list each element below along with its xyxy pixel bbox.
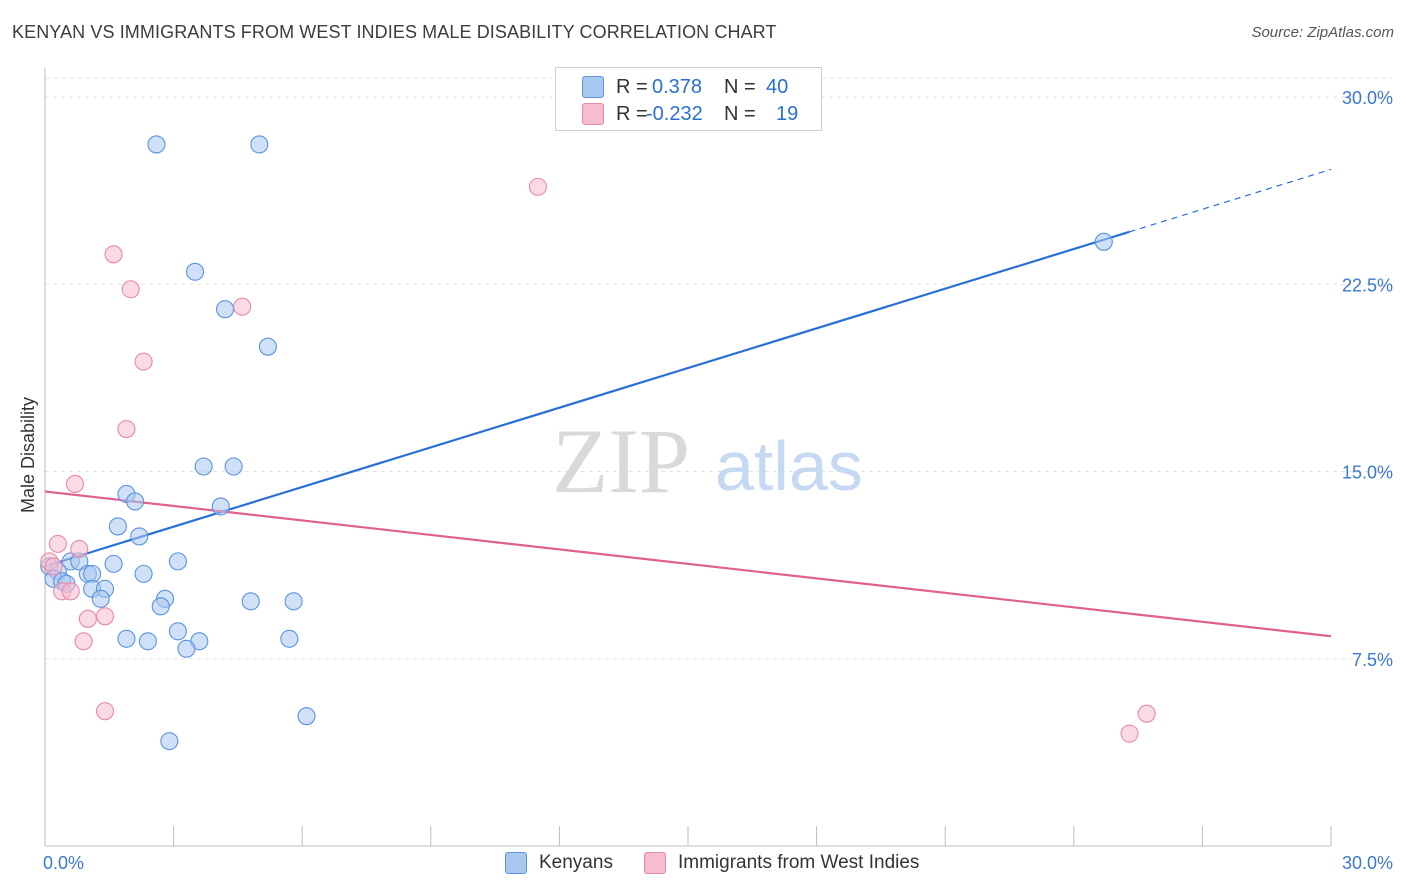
kenyan-point	[160, 732, 179, 751]
trend-line-1	[44, 490, 1332, 638]
kenyan-point	[297, 707, 316, 726]
west-indies-point	[528, 177, 548, 196]
west-indies-point	[48, 534, 67, 553]
kenyan-point	[258, 337, 277, 356]
legend-row-west-indies: R = -0.232 N = 19	[582, 101, 798, 127]
kenyan-point	[241, 592, 260, 611]
bottom-label-west-indies: Immigrants from West Indies	[678, 852, 920, 873]
stats-legend: R = 0.378 N = 40 R = -0.232 N = 19	[555, 67, 822, 131]
kenyan-point	[134, 564, 153, 583]
watermark-zip: ZIP	[552, 410, 690, 512]
y-axis-title: Male Disability	[18, 397, 38, 513]
kenyan-point	[108, 517, 127, 536]
west-indies-point	[1120, 724, 1139, 743]
kenyan-point	[250, 135, 269, 154]
y-tick-label: 22.5%	[1342, 275, 1393, 295]
kenyan-point	[125, 492, 145, 511]
tick-labels: 7.5% 15.0% 22.5% 30.0% 0.0% 30.0%	[43, 88, 1393, 873]
west-indies-point	[95, 607, 115, 626]
kenyan-point	[117, 629, 136, 648]
bottom-legend-kenyans: Kenyans	[505, 852, 613, 874]
data-points	[40, 135, 1156, 751]
kenyan-point	[1094, 232, 1113, 251]
chart-title: KENYAN VS IMMIGRANTS FROM WEST INDIES MA…	[12, 22, 777, 42]
y-tick-label: 15.0%	[1342, 463, 1393, 483]
kenyan-point	[284, 592, 303, 611]
kenyan-point	[185, 262, 205, 281]
west-indies-point	[44, 557, 63, 576]
grid-lines	[45, 77, 1392, 660]
west-indies-point	[78, 609, 97, 628]
y-tick-label: 7.5%	[1352, 650, 1393, 670]
n-value: 40	[766, 75, 789, 98]
west-indies-point	[95, 702, 115, 721]
n-value: 19	[776, 102, 799, 125]
kenyan-point	[211, 497, 230, 516]
watermark: ZIP atlas	[552, 410, 863, 512]
kenyan-point	[104, 554, 123, 573]
kenyan-point	[147, 135, 166, 154]
legend-swatch-kenyans	[582, 76, 604, 98]
bottom-label-kenyans: Kenyans	[539, 852, 613, 873]
n-label: N =	[724, 102, 756, 125]
legend-swatch-west-indies	[582, 103, 604, 125]
source-label: Source: ZipAtlas.com	[1251, 24, 1394, 41]
kenyan-point	[151, 597, 170, 616]
watermark-atlas: atlas	[715, 427, 863, 505]
y-tick-label: 30.0%	[1342, 88, 1393, 108]
kenyan-point	[168, 622, 187, 641]
kenyan-point	[194, 457, 213, 476]
r-value: -0.232	[646, 102, 703, 125]
kenyan-point	[177, 639, 196, 658]
x-tick-label-max: 30.0%	[1342, 853, 1393, 873]
kenyan-point	[91, 589, 110, 608]
kenyan-point	[224, 457, 243, 476]
west-indies-point	[74, 632, 93, 651]
west-indies-point	[233, 297, 252, 316]
n-label: N =	[724, 75, 756, 98]
r-value: 0.378	[652, 75, 703, 98]
bottom-legend-west-indies: Immigrants from West Indies	[644, 852, 919, 874]
trend-line-extension-0	[1129, 168, 1332, 233]
r-label: R =	[616, 102, 648, 125]
trend-line-0	[44, 230, 1130, 568]
west-indies-point	[65, 474, 85, 494]
kenyan-point	[280, 629, 299, 648]
trend-lines	[44, 168, 1332, 638]
kenyan-point	[130, 527, 149, 546]
west-indies-point	[1137, 704, 1156, 723]
kenyan-point	[168, 552, 187, 571]
x-tick-label-min: 0.0%	[43, 853, 84, 873]
r-label: R =	[616, 75, 648, 98]
axes	[44, 68, 1332, 847]
west-indies-point	[61, 582, 80, 601]
bottom-swatch-kenyans	[505, 852, 527, 874]
kenyan-point	[215, 300, 235, 319]
west-indies-point	[134, 352, 153, 371]
legend-row-kenyans: R = 0.378 N = 40	[582, 74, 788, 100]
west-indies-point	[121, 280, 140, 299]
kenyan-point	[138, 632, 157, 651]
west-indies-point	[104, 245, 123, 264]
bottom-swatch-west-indies	[644, 852, 666, 874]
west-indies-point	[70, 539, 89, 558]
west-indies-point	[117, 420, 136, 439]
